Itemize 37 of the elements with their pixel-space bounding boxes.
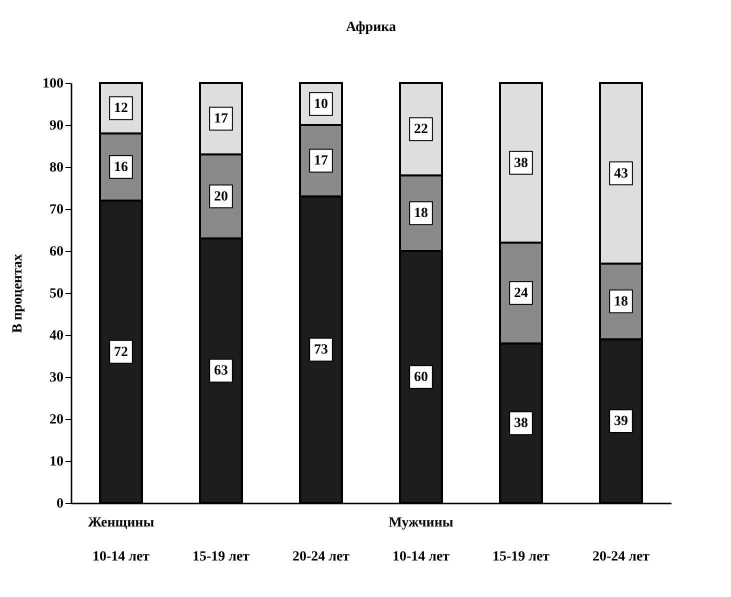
data-label: 63 (214, 364, 228, 379)
y-axis-title: В процентах (10, 254, 26, 334)
data-label: 22 (414, 122, 428, 138)
chart-title: Африка (346, 20, 396, 35)
data-label: 43 (614, 166, 628, 182)
y-tick-label: 40 (50, 328, 64, 344)
data-label: 60 (414, 370, 428, 385)
y-tick-label: 70 (50, 202, 64, 218)
data-label: 38 (514, 156, 528, 171)
data-label: 24 (514, 286, 528, 301)
y-tick-label: 10 (50, 454, 64, 470)
category-label: Женщины 10-14 лет (88, 516, 154, 564)
y-tick-label: 0 (56, 496, 64, 512)
data-label: 17 (214, 112, 228, 127)
data-label: 39 (614, 414, 628, 430)
category-label: Мужчины 10-14 лет (388, 516, 454, 564)
y-tick-label: 30 (50, 370, 64, 386)
data-label: 73 (314, 342, 328, 358)
y-tick-label: 50 (50, 286, 64, 302)
x-tick-label: 15-19 лет (492, 550, 550, 564)
y-tick-label: 80 (50, 160, 64, 176)
x-tick-label: 20-24 лет (592, 550, 650, 564)
y-tick-label: 20 (50, 412, 64, 428)
data-label: 16 (114, 160, 128, 175)
data-label: 18 (614, 294, 628, 310)
x-tick-label: 20-24 лет (292, 550, 350, 564)
data-label: 17 (314, 154, 328, 169)
data-label: 18 (414, 206, 428, 222)
y-tick-label: 60 (50, 244, 64, 260)
data-label: 20 (214, 189, 228, 204)
y-tick-label: 100 (42, 76, 64, 92)
data-label: 12 (114, 101, 128, 116)
data-label: 72 (114, 344, 128, 360)
data-label: 10 (314, 97, 328, 112)
data-label: 38 (514, 416, 528, 432)
y-tick-label: 90 (50, 118, 64, 134)
x-tick-label: 15-19 лет (192, 550, 250, 564)
